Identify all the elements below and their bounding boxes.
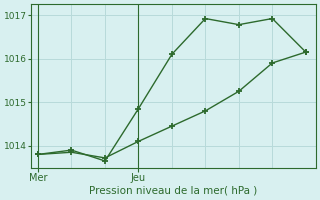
- X-axis label: Pression niveau de la mer( hPa ): Pression niveau de la mer( hPa ): [90, 186, 258, 196]
